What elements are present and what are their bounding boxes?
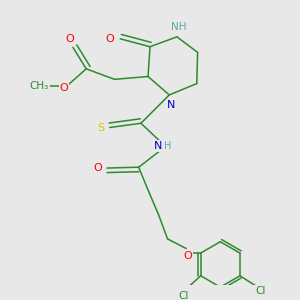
Text: N: N — [154, 141, 162, 151]
Text: S: S — [98, 122, 105, 133]
Text: H: H — [164, 141, 172, 151]
Text: O: O — [105, 34, 114, 44]
Text: Cl: Cl — [178, 291, 189, 300]
Text: O: O — [66, 34, 74, 44]
Text: O: O — [94, 163, 102, 173]
Text: CH₃: CH₃ — [30, 81, 49, 92]
Text: NH: NH — [171, 22, 187, 32]
Text: O: O — [183, 251, 192, 262]
Text: O: O — [60, 83, 68, 93]
Text: N: N — [167, 100, 175, 110]
Text: Cl: Cl — [255, 286, 266, 296]
